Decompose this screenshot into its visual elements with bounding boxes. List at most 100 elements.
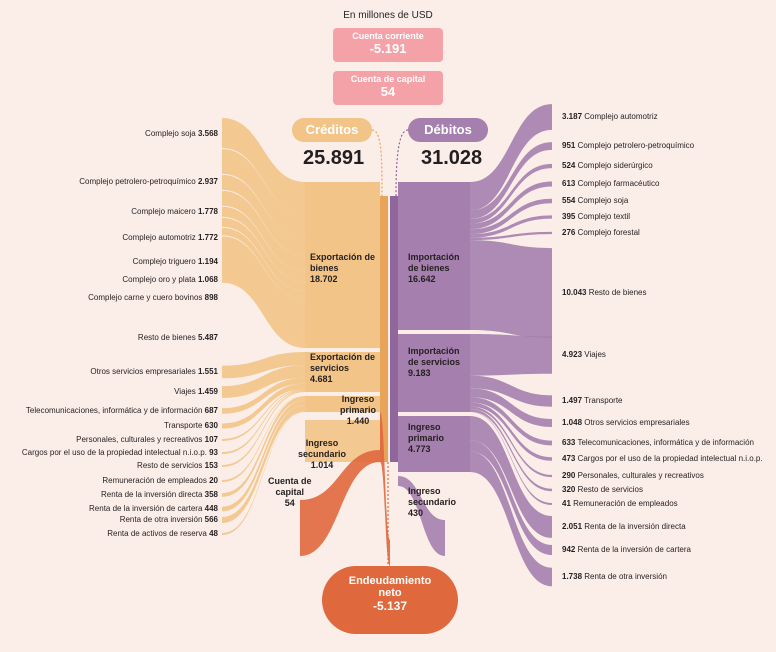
debit-item-label: 1.048 Otros servicios empresariales: [562, 418, 690, 428]
credit-item-label: Transporte 630: [164, 421, 218, 431]
debit-item-label: 633 Telecomunicaciones, informática y de…: [562, 438, 754, 448]
credit-item-value: 1.459: [197, 387, 218, 396]
node-label-line-1: Exportación de: [310, 252, 376, 262]
credit-item-label: Cargos por el uso de la propiedad intele…: [22, 448, 218, 458]
debit-node-3: [398, 476, 445, 556]
node-label-value: 16.642: [408, 274, 436, 284]
credit-item-label: Complejo carne y cuero bovinos 898: [88, 293, 218, 303]
debit-item-value: 10.043: [562, 288, 587, 297]
debit-item-name: Cargos por el uso de la propiedad intele…: [575, 454, 763, 463]
credit-item-label: Renta de la inversión de cartera 448: [89, 504, 218, 514]
debit-item-value: 633: [562, 438, 576, 447]
debit-flow-3: [470, 181, 552, 230]
node-label-line-2: primario: [340, 405, 377, 415]
node-label-line-1: Ingreso: [341, 394, 375, 404]
debit-item-label: 2.051 Renta de la inversión directa: [562, 522, 686, 532]
node-label-line-1: Ingreso: [408, 486, 441, 496]
node-label-value: 1.014: [310, 460, 334, 470]
debits-pill: Débitos: [408, 118, 488, 142]
node-label-value: 4.773: [408, 444, 431, 454]
credit-flow-18: [222, 405, 305, 523]
credit-item-value: 1.778: [197, 207, 218, 216]
credit-item-name: Otros servicios empresariales: [90, 367, 198, 376]
credit-node-label: Exportación de servicios 4.681: [310, 352, 375, 385]
credit-item-value: 93: [209, 448, 218, 457]
debit-item-value: 41: [562, 499, 571, 508]
debit-item-name: Otros servicios empresariales: [582, 418, 690, 427]
debit-item-label: 1.497 Transporte: [562, 396, 623, 406]
credit-flow-5: [222, 217, 305, 292]
credit-item-value: 48: [209, 529, 218, 538]
credit-flow-17: [222, 400, 305, 512]
debit-item-label: 10.043 Resto de bienes: [562, 288, 647, 298]
credit-item-name: Complejo petrolero-petroquímico: [79, 177, 198, 186]
node-label-value: 4.681: [310, 374, 333, 384]
node-label-value: 18.702: [310, 274, 338, 284]
credit-flow-12: [222, 388, 305, 441]
debit-item-value: 290: [562, 471, 576, 480]
debit-item-name: Renta de la inversión de cartera: [575, 545, 691, 554]
debit-node-2: [398, 416, 470, 472]
credit-node-label: Exportación de bienes 18.702: [310, 252, 375, 285]
node-label-line-1: Cuenta de: [268, 476, 312, 486]
debit-item-name: Telecomunicaciones, informática y de inf…: [575, 438, 754, 447]
debit-item-name: Complejo petrolero-petroquímico: [575, 141, 695, 150]
credit-item-value: 1.551: [197, 367, 218, 376]
debit-item-name: Transporte: [582, 396, 623, 405]
debit-flow-9: [470, 375, 552, 407]
debit-item-value: 2.051: [562, 522, 583, 531]
debit-item-value: 524: [562, 161, 576, 170]
credit-node-2: [305, 396, 380, 412]
credit-item-label: Complejo soja 3.568: [145, 129, 218, 139]
node-label-line-2: servicios: [310, 363, 350, 373]
debit-item-label: 3.187 Complejo automotriz: [562, 112, 658, 122]
credit-item-label: Complejo petrolero-petroquímico 2.937: [79, 177, 218, 187]
node-label-line-2: capital: [275, 487, 305, 497]
credit-item-value: 3.568: [197, 129, 218, 138]
debit-flow-0: [470, 104, 552, 211]
node-label-value: 9.183: [408, 368, 431, 378]
credit-item-value: 153: [204, 461, 218, 470]
credit-item-label: Personales, culturales y recreativos 107: [76, 435, 218, 445]
debit-item-label: 41 Remuneración de empleados: [562, 499, 678, 509]
debit-item-value: 613: [562, 179, 576, 188]
debit-flow-6: [470, 231, 552, 241]
debit-flow-18: [470, 451, 552, 587]
credit-item-value: 1.068: [197, 275, 218, 284]
credit-node-1: [305, 352, 380, 392]
current-account-box: Cuenta corriente -5.191: [333, 28, 443, 62]
credit-item-label: Complejo triguero 1.194: [133, 257, 218, 267]
unit-note: En millones de USD: [343, 10, 433, 21]
debit-item-label: 290 Personales, culturales y recreativos: [562, 471, 704, 481]
debit-item-name: Complejo forestal: [575, 228, 640, 237]
credit-item-name: Personales, culturales y recreativos: [76, 435, 205, 444]
debit-node-label: Ingreso secundario 430: [408, 486, 456, 519]
debit-flow-8: [470, 334, 552, 376]
node-label-value: 1.440: [346, 416, 370, 426]
credit-item-value: 448: [204, 504, 218, 513]
credit-item-label: Remuneración de empleados 20: [102, 476, 218, 486]
credit-flow-2: [222, 174, 305, 256]
credit-item-name: Complejo soja: [145, 129, 198, 138]
node-label-line-2: de servicios: [408, 357, 461, 367]
net-borrowing-label-2: neto: [378, 587, 402, 599]
debit-item-name: Complejo siderúrgico: [575, 161, 653, 170]
debit-flow-13: [470, 406, 552, 478]
credit-node-3: [305, 420, 380, 462]
debit-item-name: Resto de servicios: [575, 485, 643, 494]
debit-flow-15: [470, 411, 552, 505]
credit-item-label: Renta de activos de reserva 48: [107, 529, 218, 539]
debit-flow-16: [470, 416, 552, 538]
credit-flow-4: [222, 206, 305, 282]
credit-flow-11: [222, 383, 305, 429]
debit-item-value: 395: [562, 212, 576, 221]
debit-item-name: Personales, culturales y recreativos: [575, 471, 704, 480]
debit-flow-10: [470, 388, 552, 427]
debit-item-value: 1.497: [562, 396, 583, 405]
debit-item-label: 395 Complejo textil: [562, 212, 630, 222]
credit-flow-9: [222, 365, 305, 398]
debit-node-label: Importación de servicios 9.183: [408, 346, 460, 379]
debit-item-value: 1.738: [562, 572, 583, 581]
credit-item-name: Cargos por el uso de la propiedad intele…: [21, 448, 210, 457]
debit-item-label: 613 Complejo farmacéutico: [562, 179, 659, 189]
